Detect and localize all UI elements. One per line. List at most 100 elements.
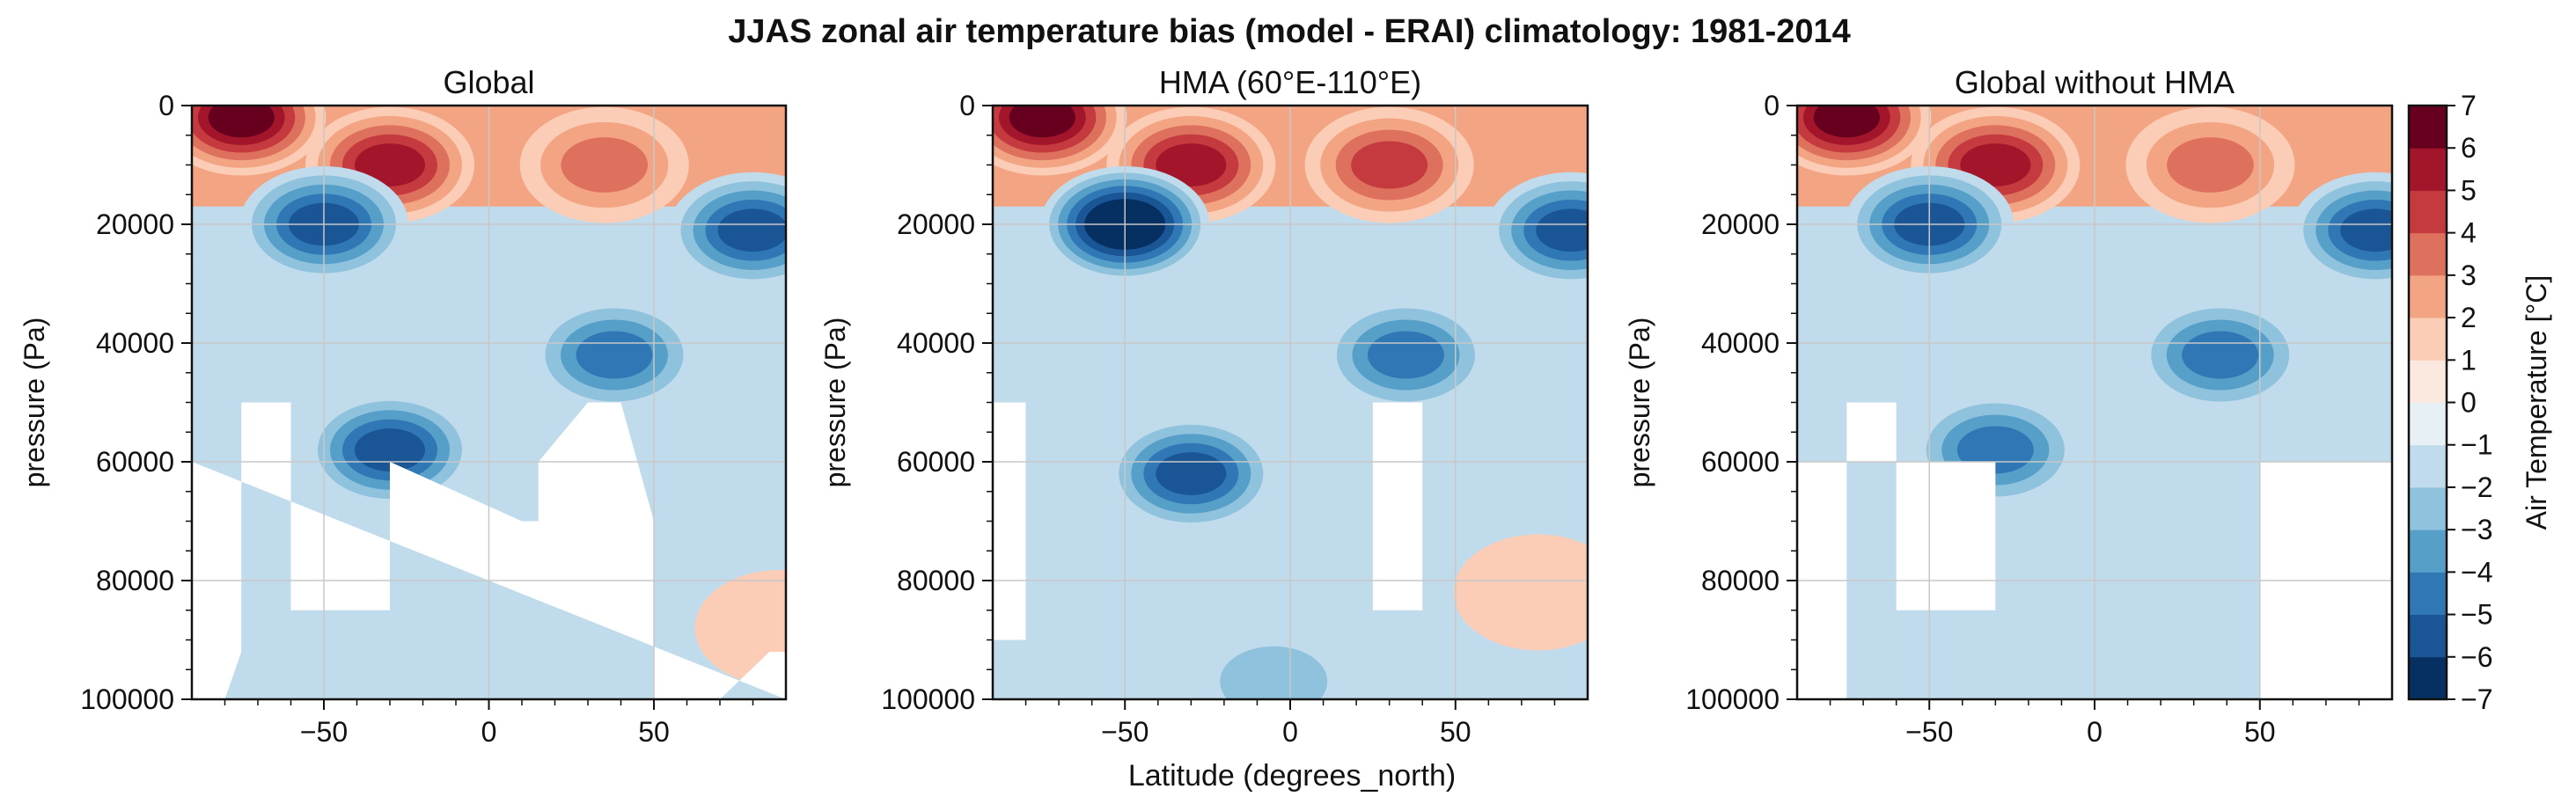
y-tick-label: 0 bbox=[158, 90, 174, 121]
x-tick-label: −50 bbox=[300, 716, 348, 748]
bias-feature-1 bbox=[1797, 106, 1932, 176]
colorbar-segment bbox=[2409, 402, 2447, 446]
x-tick-label: 0 bbox=[1282, 716, 1298, 748]
colorbar-tick-label: 2 bbox=[2461, 302, 2477, 333]
plot-area bbox=[993, 106, 1588, 699]
contour-level bbox=[355, 143, 425, 186]
x-tick-label: −50 bbox=[1101, 716, 1149, 748]
y-tick-label: 60000 bbox=[897, 446, 975, 478]
x-tick-label: 50 bbox=[2244, 716, 2276, 748]
colorbar-segment bbox=[2409, 614, 2447, 658]
contour-level bbox=[1156, 143, 1227, 186]
colorbar-tick-label: −6 bbox=[2461, 641, 2492, 673]
y-tick-label: 40000 bbox=[897, 327, 975, 359]
bias-feature-1 bbox=[192, 106, 327, 176]
y-tick-label: 80000 bbox=[1701, 565, 1780, 596]
colorbar-tick-label: 1 bbox=[2461, 344, 2477, 376]
contour-level bbox=[717, 208, 786, 252]
y-axis-label: pressure (Pa) bbox=[18, 318, 50, 488]
colorbar-segment bbox=[2409, 360, 2447, 403]
colorbar-segment bbox=[2409, 444, 2447, 488]
bias-feature-5 bbox=[2291, 172, 2392, 289]
colorbar-tick-label: 5 bbox=[2461, 174, 2477, 206]
colorbar-segment bbox=[2409, 190, 2447, 234]
colorbar-tick-label: −5 bbox=[2461, 599, 2492, 631]
bias-feature-3 bbox=[1304, 106, 1474, 223]
y-tick-label: 0 bbox=[1764, 90, 1780, 121]
y-tick-label: 0 bbox=[959, 90, 975, 121]
y-axis-label: pressure (Pa) bbox=[819, 318, 851, 488]
contour-level bbox=[1960, 143, 2031, 186]
contour-level bbox=[1367, 331, 1444, 379]
bias-feature-7 bbox=[1321, 296, 1491, 413]
colorbar-tick-label: −2 bbox=[2461, 471, 2492, 503]
colorbar-segment bbox=[2409, 572, 2447, 616]
colorbar-segment bbox=[2409, 656, 2447, 700]
panel-1: −50 0 50 0 20000 40000 60000 80000 100000 Global p… bbox=[18, 64, 788, 748]
bias-feature-1 bbox=[993, 106, 1127, 176]
bias-feature-7 bbox=[530, 296, 699, 413]
colorbar-segment bbox=[2409, 318, 2447, 361]
panels: −50 0 50 0 20000 40000 60000 80000 100000 Global p… bbox=[18, 64, 2394, 748]
contour-level bbox=[2167, 137, 2254, 193]
masked-region bbox=[1797, 402, 2392, 699]
colorbar-tick-label: 6 bbox=[2461, 132, 2477, 164]
plot-area bbox=[1797, 106, 2392, 699]
x-tick-label: 0 bbox=[2087, 716, 2103, 748]
colorbar: −7 −6 −5 −4 −3 −2 −1 0 1 2 3 4 5 6 7 Air Temperature [°… bbox=[2407, 90, 2552, 715]
colorbar-tick-label: 3 bbox=[2461, 259, 2477, 291]
y-tick-label: 80000 bbox=[96, 565, 174, 596]
bias-feature-8 bbox=[694, 570, 786, 686]
y-tick-label: 100000 bbox=[80, 683, 174, 715]
colorbar-segment bbox=[2409, 486, 2447, 530]
bias-feature-9 bbox=[1189, 623, 1359, 699]
contour-level bbox=[1156, 452, 1227, 495]
panel-title: Global bbox=[443, 64, 534, 100]
bias-feature-3 bbox=[519, 106, 689, 223]
contour-level bbox=[1351, 141, 1428, 189]
contour-level bbox=[2182, 331, 2259, 379]
contour-level bbox=[1453, 534, 1588, 651]
y-axis-label: pressure (Pa) bbox=[1624, 318, 1655, 488]
contour-level bbox=[694, 570, 786, 686]
y-tick-label: 100000 bbox=[881, 683, 975, 715]
contour-level bbox=[1009, 106, 1075, 138]
colorbar-segment bbox=[2409, 274, 2447, 318]
y-tick-label: 20000 bbox=[1701, 208, 1780, 240]
panel-2: −50 0 50 0 20000 40000 60000 80000 100000 HMA (60… bbox=[819, 64, 1589, 748]
y-tick-label: 40000 bbox=[1701, 327, 1780, 359]
colorbar-tick-label: 4 bbox=[2461, 217, 2477, 249]
panel-3: −50 0 50 0 20000 40000 60000 80000 100000 Global … bbox=[1624, 64, 2394, 748]
contour-level bbox=[355, 428, 425, 471]
masked-region bbox=[1372, 402, 1423, 610]
masked-region bbox=[993, 402, 1026, 640]
x-tick-label: 0 bbox=[481, 716, 497, 748]
y-tick-label: 60000 bbox=[1701, 446, 1780, 478]
bias-feature-6 bbox=[305, 391, 474, 508]
colorbar-tick-label: 7 bbox=[2461, 90, 2477, 121]
y-tick-label: 60000 bbox=[96, 446, 174, 478]
colorbar-label: Air Temperature [°C] bbox=[2521, 275, 2552, 530]
bias-feature-5 bbox=[1486, 172, 1588, 289]
x-tick-label: 50 bbox=[638, 716, 670, 748]
panel-title: Global without HMA bbox=[1955, 64, 2235, 100]
bias-feature-3 bbox=[2125, 106, 2295, 223]
bias-feature-5 bbox=[668, 172, 786, 289]
colorbar-tick-label: 0 bbox=[2461, 387, 2477, 419]
x-tick-label: −50 bbox=[1905, 716, 1953, 748]
contour-level bbox=[2340, 208, 2392, 252]
y-tick-label: 40000 bbox=[96, 327, 174, 359]
shared-x-axis-label: Latitude (degrees_north) bbox=[1128, 759, 1456, 793]
contour-level bbox=[1536, 208, 1588, 252]
y-tick-label: 100000 bbox=[1685, 683, 1780, 715]
figure-suptitle: JJAS zonal air temperature bias (model -… bbox=[728, 13, 1851, 50]
contour-level bbox=[576, 331, 653, 379]
colorbar-segment bbox=[2409, 530, 2447, 573]
bias-feature-7 bbox=[2135, 296, 2305, 413]
bias-feature-6 bbox=[1106, 415, 1276, 532]
y-tick-label: 80000 bbox=[897, 565, 975, 596]
y-tick-label: 20000 bbox=[96, 208, 174, 240]
colorbar-segment bbox=[2409, 232, 2447, 276]
contour-level bbox=[1813, 106, 1880, 138]
